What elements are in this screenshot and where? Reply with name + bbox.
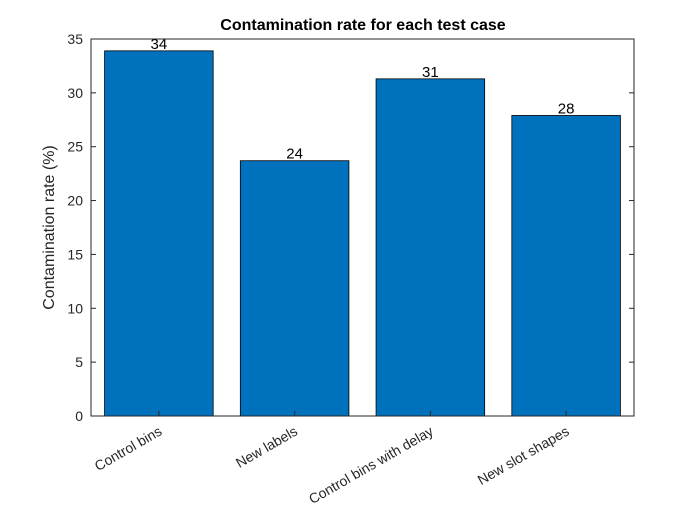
x-axis-ticks: Control bins New labels Control bins with … bbox=[92, 411, 572, 507]
bar-0 bbox=[104, 50, 214, 417]
x-tick-label-2: Control bins with delay bbox=[306, 423, 436, 507]
chart-title: Contamination rate for each test case bbox=[220, 17, 506, 34]
data-label-1: 24 bbox=[286, 146, 303, 163]
y-tick-label-7: 35 bbox=[67, 31, 83, 47]
x-tick-label-0: Control bins bbox=[92, 423, 165, 474]
y-tick-label-0: 0 bbox=[75, 408, 83, 424]
bars-group: 34 24 31 28 bbox=[104, 36, 621, 417]
y-tick-label-6: 30 bbox=[67, 85, 83, 101]
plot-box bbox=[90, 38, 635, 417]
y-tick-label-1: 5 bbox=[75, 354, 83, 370]
data-label-0: 34 bbox=[151, 36, 168, 53]
y-tick-label-3: 15 bbox=[67, 246, 83, 262]
y-axis-ticks: 0 5 10 15 20 25 30 35 bbox=[67, 31, 634, 424]
x-tick-label-1: New labels bbox=[233, 423, 300, 471]
y-tick-label-4: 20 bbox=[67, 193, 83, 209]
data-label-3: 28 bbox=[558, 100, 575, 117]
data-label-2: 31 bbox=[422, 64, 439, 81]
bar-2 bbox=[375, 78, 486, 417]
y-axis-label: Contamination rate (%) bbox=[41, 145, 58, 310]
bar-1 bbox=[239, 160, 350, 417]
y-tick-label-2: 10 bbox=[67, 300, 83, 316]
bar-3 bbox=[511, 115, 621, 417]
y-tick-label-5: 25 bbox=[67, 139, 83, 155]
x-tick-label-3: New slot shapes bbox=[475, 423, 572, 488]
